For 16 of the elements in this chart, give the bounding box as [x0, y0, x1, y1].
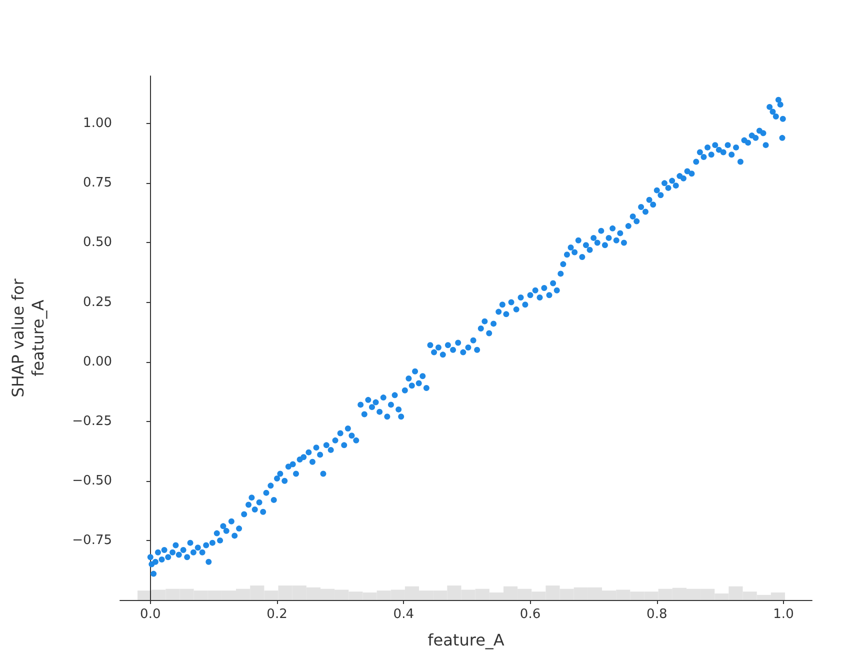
y-tick-label: −0.75 [72, 532, 112, 548]
y-tick-label: 1.00 [83, 116, 112, 132]
x-tick-label: 1.0 [773, 607, 794, 622]
x-tick-label: 0.2 [266, 607, 288, 622]
x-tick-label: 0.6 [520, 607, 541, 622]
x-axis-title: feature_A [428, 630, 504, 650]
y-tick-label: 0.25 [83, 294, 112, 310]
x-tick-label: 0.0 [140, 607, 161, 622]
y-tick-label: 0.50 [83, 235, 112, 250]
y-axis-title: SHAP value for feature_A [8, 278, 48, 398]
y-tick-label: 0.75 [83, 176, 112, 191]
y-tick-label: −0.25 [72, 414, 112, 429]
x-tick-label: 0.4 [393, 607, 414, 622]
y-tick-label: −0.50 [72, 473, 112, 488]
y-tick-label: 0.00 [83, 354, 112, 370]
x-tick-label: 0.8 [646, 607, 668, 622]
